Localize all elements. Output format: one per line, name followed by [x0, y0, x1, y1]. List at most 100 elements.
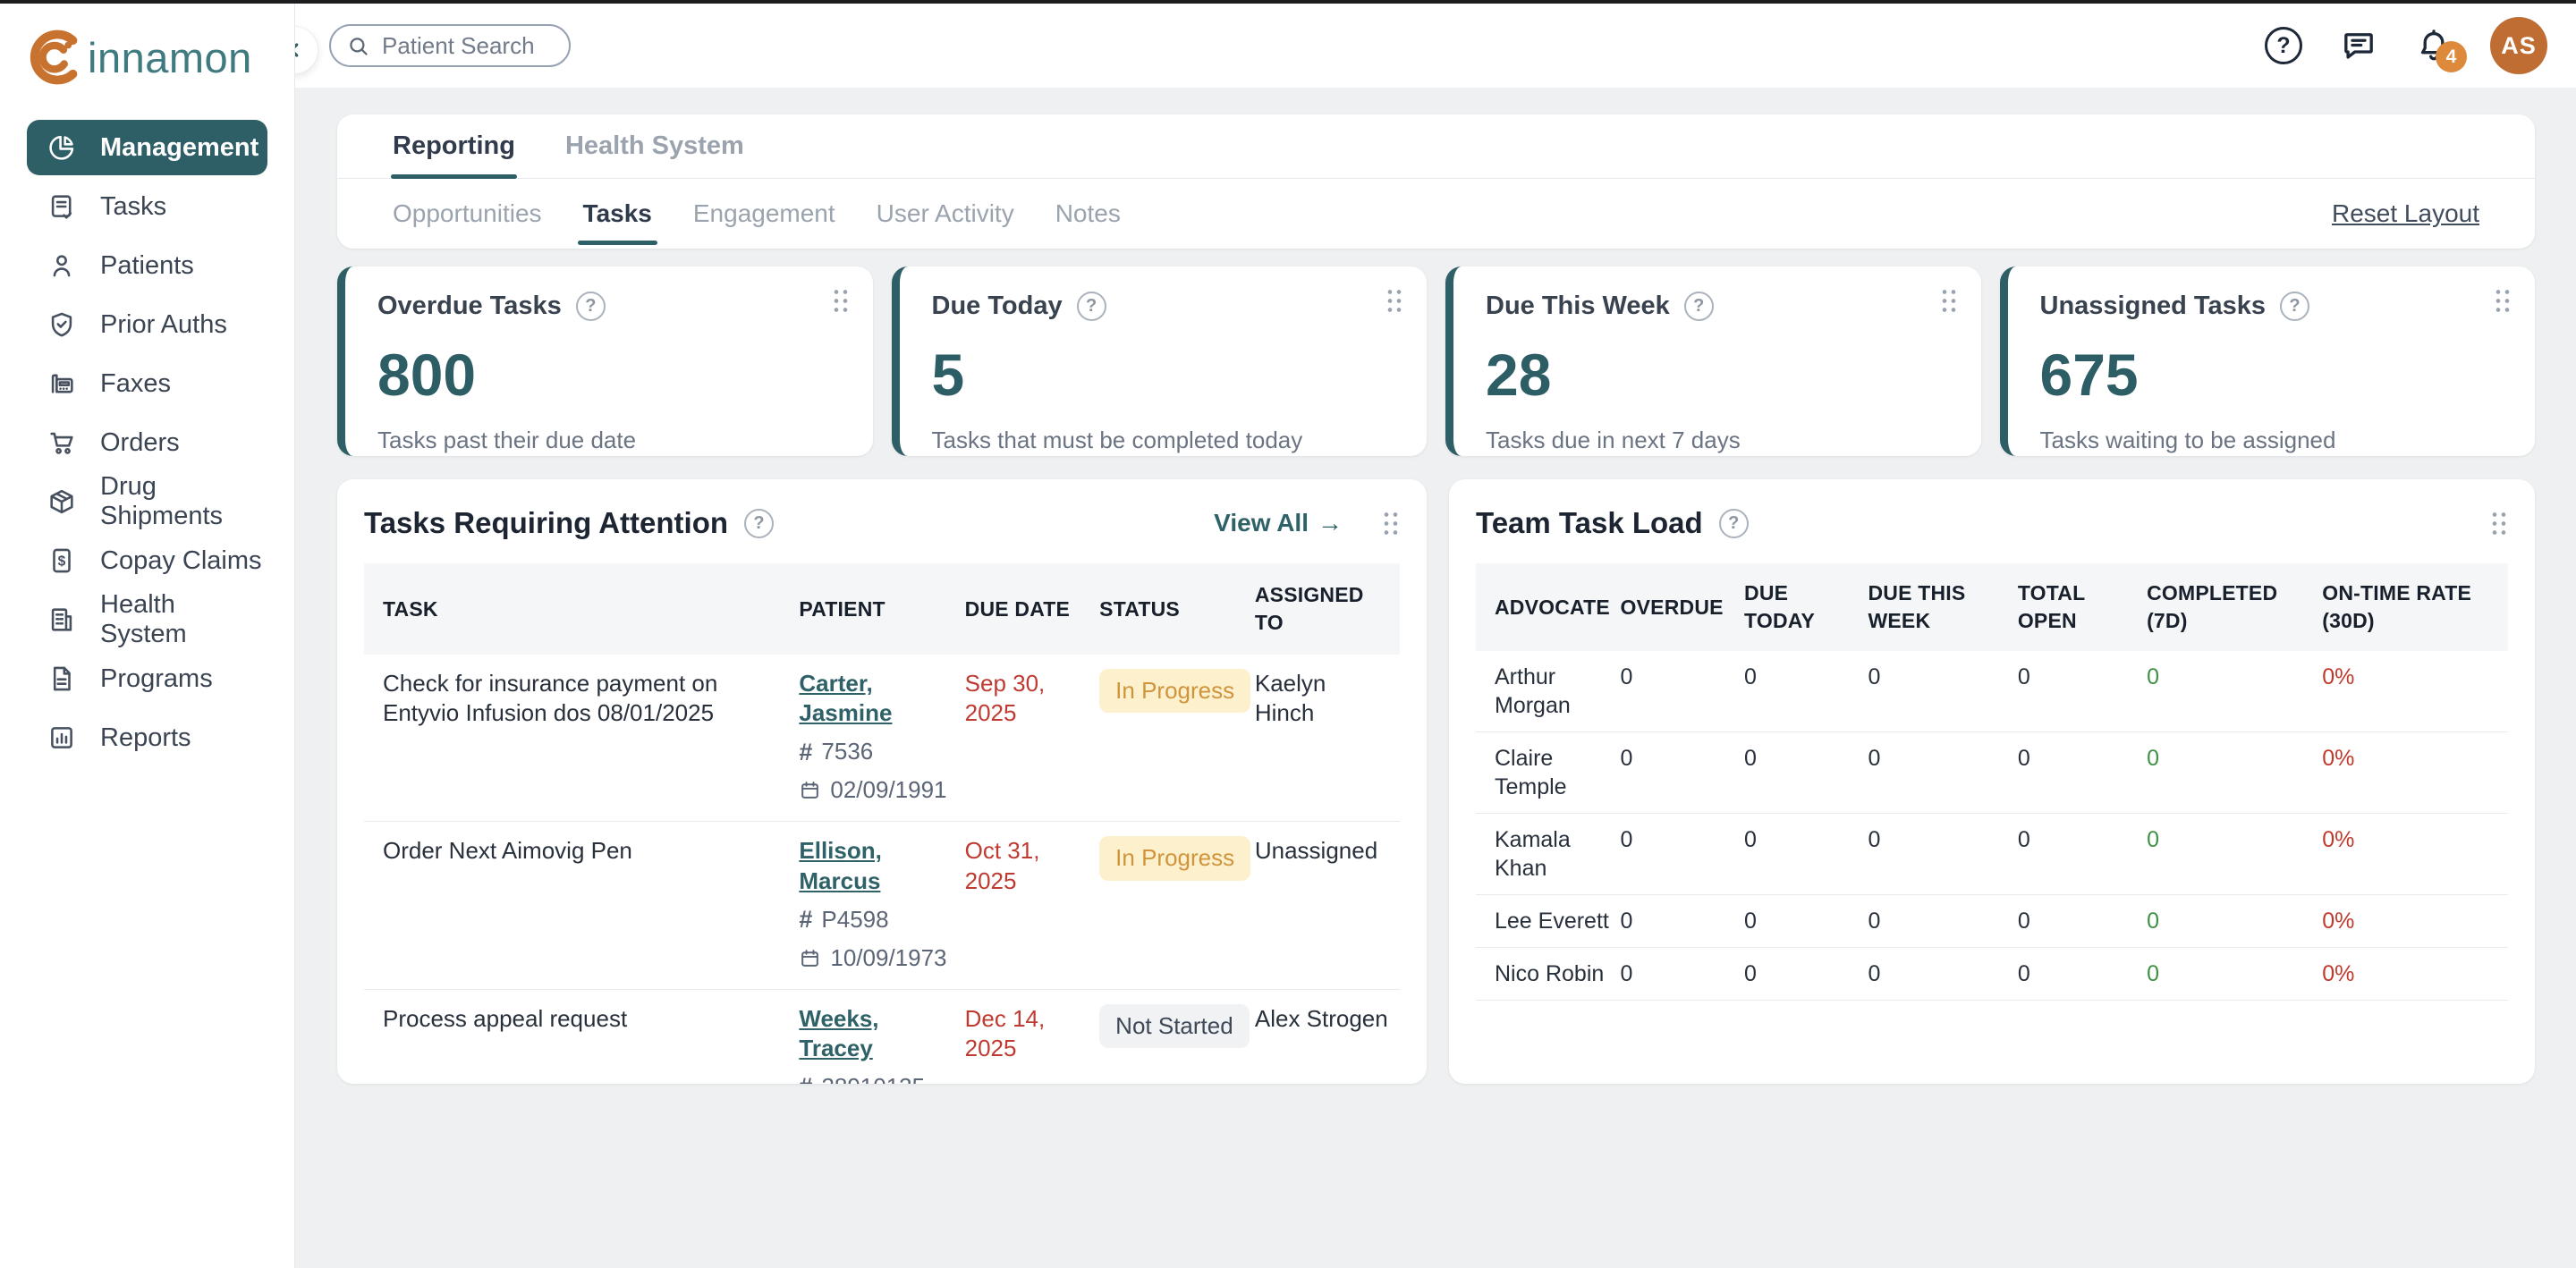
total-open-cell: 0 — [2017, 894, 2148, 949]
sidebar-item-tasks[interactable]: Tasks — [27, 179, 267, 234]
tab-engagement[interactable]: Engagement — [692, 199, 835, 227]
kpi-value: 800 — [377, 342, 477, 408]
due-today-cell: 0 — [1744, 947, 1868, 1002]
drag-handle-icon[interactable] — [1382, 511, 1400, 537]
completed-7d-cell: 0 — [2147, 731, 2323, 815]
assigned-to-cell: Kaelyn Hinch — [1254, 655, 1400, 823]
help-circle-icon[interactable]: ? — [1683, 292, 1714, 321]
sidebar-item-drug-shipments[interactable]: Drug Shipments — [27, 472, 267, 530]
id-hash-icon: # — [799, 1071, 812, 1084]
shopping-cart-icon — [47, 427, 77, 458]
patient-link[interactable]: Ellison, Marcus — [799, 837, 882, 894]
notifications-bell-icon[interactable]: 4 — [2415, 27, 2467, 72]
help-circle-icon[interactable]: ? — [2280, 292, 2310, 321]
sidebar-item-patients[interactable]: Patients — [27, 238, 267, 293]
status-cell: Not Started — [1099, 989, 1255, 1084]
task-cell: Process appeal request — [364, 989, 800, 1084]
avatar[interactable]: AS — [2490, 17, 2547, 74]
drag-handle-icon[interactable] — [832, 288, 850, 314]
column-header-on-time-rate: On-Time Rate (30D) — [2322, 563, 2508, 652]
patient-link[interactable]: Weeks, Tracey — [799, 1004, 879, 1062]
app-shell: innamon Management Tasks Patients — [0, 4, 2576, 1268]
help-circle-icon[interactable]: ? — [744, 508, 775, 538]
sidebar-item-prior-auths[interactable]: Prior Auths — [27, 297, 267, 352]
advocate-cell: Lee Everett — [1476, 894, 1621, 949]
sidebar-item-health-system[interactable]: Health System — [27, 590, 267, 648]
due-date-cell: Oct 31, 2025 — [964, 821, 1100, 990]
sidebar-item-reports[interactable]: Reports — [27, 710, 267, 765]
sidebar-item-label: Management — [100, 132, 259, 162]
sidebar-item-orders[interactable]: Orders — [27, 415, 267, 470]
sidebar-item-copay-claims[interactable]: $ Copay Claims — [27, 533, 267, 588]
tab-reporting[interactable]: Reporting — [391, 114, 517, 179]
drag-handle-icon[interactable] — [2494, 288, 2512, 314]
document-dollar-icon: $ — [47, 545, 77, 576]
overdue-cell: 0 — [1620, 731, 1745, 815]
kpi-title: Overdue Tasks — [377, 292, 562, 320]
table-row: Arthur Morgan 0 0 0 0 0 0% — [1476, 651, 2508, 733]
drag-handle-icon[interactable] — [1940, 288, 1958, 314]
column-header-completed-7d: Completed (7D) — [2147, 563, 2323, 652]
sidebar-item-programs[interactable]: Programs — [27, 651, 267, 706]
sidebar-item-label: Patients — [100, 250, 194, 280]
tabs-card: Reporting Health System Opportunities Ta… — [337, 114, 2535, 249]
reset-layout-link[interactable]: Reset Layout — [2332, 199, 2479, 227]
tab-health-system[interactable]: Health System — [564, 131, 744, 160]
column-header-due-this-week: Due This Week — [1868, 563, 2018, 652]
help-circle-icon[interactable]: ? — [575, 292, 606, 321]
tab-notes[interactable]: Notes — [1055, 199, 1121, 227]
sidebar-item-label: Faxes — [100, 368, 171, 398]
advocate-cell: Claire Temple — [1476, 731, 1621, 815]
advocate-cell: Kamala Khan — [1476, 813, 1621, 896]
help-icon[interactable]: ? — [2265, 27, 2302, 64]
arrow-right-icon: → — [1318, 509, 1343, 537]
brand-logo: innamon — [0, 4, 294, 113]
help-circle-icon[interactable]: ? — [1718, 508, 1749, 538]
tab-tasks[interactable]: Tasks — [577, 199, 658, 245]
status-badge: In Progress — [1099, 836, 1251, 881]
column-header-patient: Patient — [799, 563, 965, 655]
team-task-load-table: Advocate Overdue Due Today Due This Week… — [1476, 563, 2508, 1002]
drag-handle-icon[interactable] — [1385, 288, 1403, 314]
patient-id: P4598 — [821, 905, 889, 933]
tab-opportunities[interactable]: Opportunities — [393, 199, 542, 227]
due-this-week-cell: 0 — [1868, 894, 2018, 949]
kpi-card-overdue-tasks: Overdue Tasks ? 800 Tasks past their due… — [337, 266, 873, 456]
view-all-link[interactable]: View All → — [1214, 509, 1343, 537]
due-today-cell: 0 — [1744, 813, 1868, 896]
patient-id: 7536 — [821, 738, 874, 765]
advocate-cell: Nico Robin — [1476, 947, 1621, 1002]
patient-cell: Weeks, Tracey #28910135 11/18/1969 — [799, 989, 965, 1084]
sidebar-item-label: Programs — [100, 664, 213, 693]
help-circle-icon[interactable]: ? — [1076, 292, 1106, 321]
patient-search-input[interactable] — [382, 31, 552, 60]
panels-row: Tasks Requiring Attention ? View All → T… — [337, 479, 2535, 1084]
on-time-rate-cell: 0% — [2322, 813, 2508, 896]
person-icon — [47, 250, 77, 281]
tab-user-activity[interactable]: User Activity — [876, 199, 1014, 227]
patient-id: 28910135 — [821, 1072, 925, 1084]
table-row: Nico Robin 0 0 0 0 0 0% — [1476, 947, 2508, 1002]
column-header-due-date: Due Date — [964, 563, 1100, 655]
chat-icon[interactable] — [2340, 27, 2377, 64]
sidebar-item-management[interactable]: Management — [27, 120, 267, 175]
due-this-week-cell: 0 — [1868, 947, 2018, 1002]
task-cell: Check for insurance payment on Entyvio I… — [364, 655, 800, 823]
building-icon — [47, 604, 77, 635]
kpi-card-due-this-week: Due This Week ? 28 Tasks due in next 7 d… — [1445, 266, 1981, 456]
document-icon — [47, 664, 77, 694]
topbar-actions: ? 4 AS — [2265, 17, 2576, 74]
sidebar-item-faxes[interactable]: Faxes — [27, 356, 267, 411]
kpi-subtitle: Tasks waiting to be assigned — [2039, 427, 2336, 453]
sidebar-item-label: Reports — [100, 723, 191, 752]
completed-7d-cell: 0 — [2147, 894, 2323, 949]
patient-link[interactable]: Carter, Jasmine — [799, 670, 893, 727]
kpi-subtitle: Tasks that must be completed today — [931, 427, 1303, 453]
brand-wordmark: innamon — [88, 33, 252, 81]
status-cell: In Progress — [1099, 821, 1255, 990]
drag-handle-icon[interactable] — [2490, 511, 2508, 537]
primary-tabs: Reporting Health System — [337, 114, 2535, 179]
overdue-cell: 0 — [1620, 894, 1745, 949]
due-today-cell: 0 — [1744, 651, 1868, 733]
column-header-total-open: Total Open — [2017, 563, 2148, 652]
